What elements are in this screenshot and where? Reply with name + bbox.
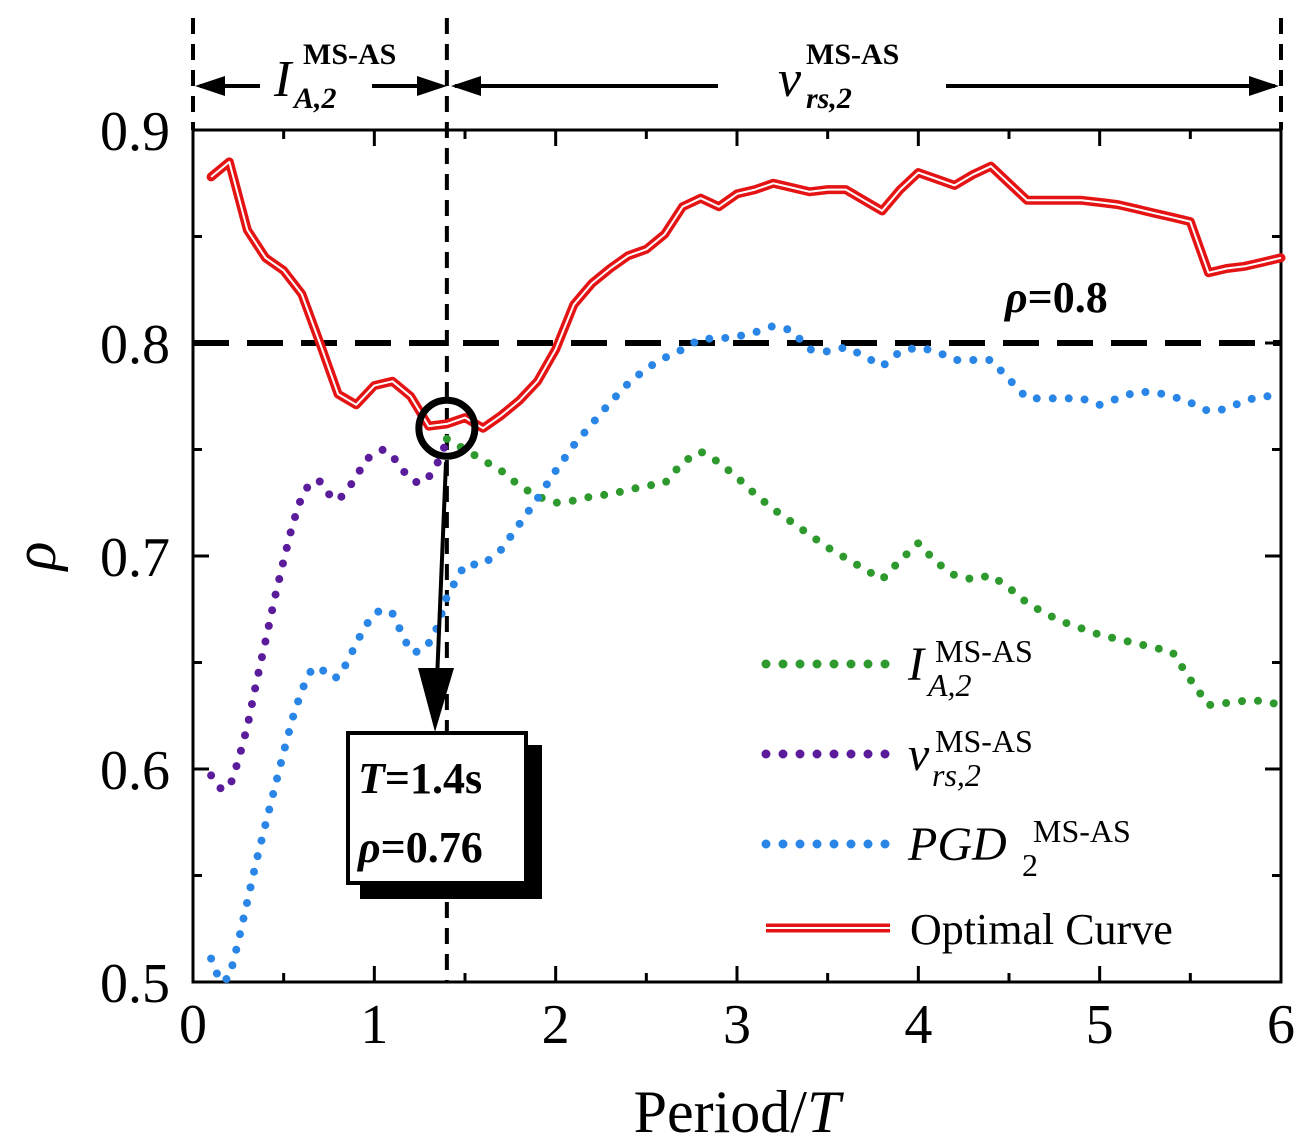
x-axis-title: Period/T	[634, 1079, 844, 1145]
annotation-circle	[415, 396, 479, 460]
range-label-vrs: v MS-AS rs,2	[778, 38, 899, 115]
y-tick-label: 0.6	[100, 740, 170, 802]
threshold-label-value: =0.8	[1028, 273, 1108, 322]
legend-label-optimal: Optimal Curve	[910, 905, 1173, 954]
threshold-label-var: ρ	[1003, 273, 1028, 322]
annotation-line-2-value: =0.76	[381, 823, 483, 872]
legend: I MS-AS A,2 v MS-AS rs,2 PGD MS-AS 2 Optimal C…	[761, 633, 1173, 954]
annotation-line-2-var: ρ	[356, 823, 381, 872]
x-tick-label: 4	[904, 994, 932, 1056]
threshold-label: ρ=0.8	[1003, 273, 1108, 322]
range-arrowhead-left-a	[195, 76, 225, 96]
legend-label-pgd-sub: 2	[1022, 847, 1038, 883]
annotation-line-1-value: =1.4s	[385, 754, 482, 803]
x-axis-title-var: T	[807, 1079, 844, 1145]
x-tick-label: 1	[360, 994, 388, 1056]
x-tick-label: 2	[542, 994, 570, 1056]
legend-label-ia-sub: A,2	[926, 667, 972, 703]
series-line-ia	[442, 434, 1285, 710]
y-tick-label: 0.8	[100, 314, 170, 376]
legend-label-pgd-sup: MS-AS	[1033, 813, 1131, 849]
legend-label-ia-sup: MS-AS	[935, 633, 1033, 669]
range-label-ia-sup: MS-AS	[303, 38, 396, 71]
legend-label-pgd-var: PGD	[907, 818, 1007, 871]
series-line-pgd	[207, 322, 1285, 986]
legend-label-vrs-sup: MS-AS	[935, 723, 1033, 759]
legend-label-ia: I MS-AS A,2	[907, 633, 1033, 703]
range-label-vrs-sup: MS-AS	[806, 38, 899, 71]
legend-label-vrs-sub: rs,2	[932, 757, 981, 793]
legend-label-pgd: PGD MS-AS 2	[907, 813, 1131, 883]
range-label-ia: I MS-AS A,2	[273, 38, 396, 115]
series-layer	[206, 157, 1286, 986]
annotation-line-1-var: T	[358, 754, 387, 803]
annotation-line-1: T=1.4s	[358, 754, 482, 803]
range-label-ia-sub: A,2	[292, 82, 337, 115]
range-arrowhead-right-b	[1249, 76, 1279, 96]
legend-label-vrs: v MS-AS rs,2	[908, 723, 1033, 793]
x-axis-title-text: Period/	[634, 1079, 808, 1145]
annotation-box	[346, 731, 528, 885]
y-tick-label: 0.7	[100, 527, 170, 589]
range-label-vrs-var: v	[778, 51, 802, 108]
legend-label-vrs-var: v	[908, 728, 930, 781]
range-arrowhead-right-a	[417, 76, 447, 96]
x-tick-label: 3	[723, 994, 751, 1056]
series-line-vrs	[207, 437, 451, 793]
range-label-vrs-sub: rs,2	[806, 82, 852, 115]
y-tick-label: 0.9	[100, 101, 170, 163]
axis-tick-labels: 0 1 2 3 4 5 6 0.5 0.6 0.7 0.8 0.9	[100, 101, 1295, 1056]
annotation-line-2: ρ=0.76	[356, 823, 483, 872]
y-axis-title: ρ	[2, 542, 68, 573]
y-tick-label: 0.5	[100, 953, 170, 1015]
range-label-ia-var: I	[273, 51, 294, 108]
legend-label-ia-var: I	[907, 638, 926, 691]
x-tick-label: 0	[179, 994, 207, 1056]
annotation-arrowhead	[418, 668, 454, 732]
x-tick-label: 5	[1086, 994, 1114, 1056]
series-line-optimal-core	[210, 160, 1282, 430]
x-tick-label: 6	[1267, 994, 1295, 1056]
annotation-box-frame	[346, 731, 528, 885]
range-markers: I MS-AS A,2 v MS-AS rs,2	[191, 18, 1283, 130]
annotation-arrow-shaft	[435, 461, 448, 681]
range-arrowhead-left-b	[451, 76, 481, 96]
